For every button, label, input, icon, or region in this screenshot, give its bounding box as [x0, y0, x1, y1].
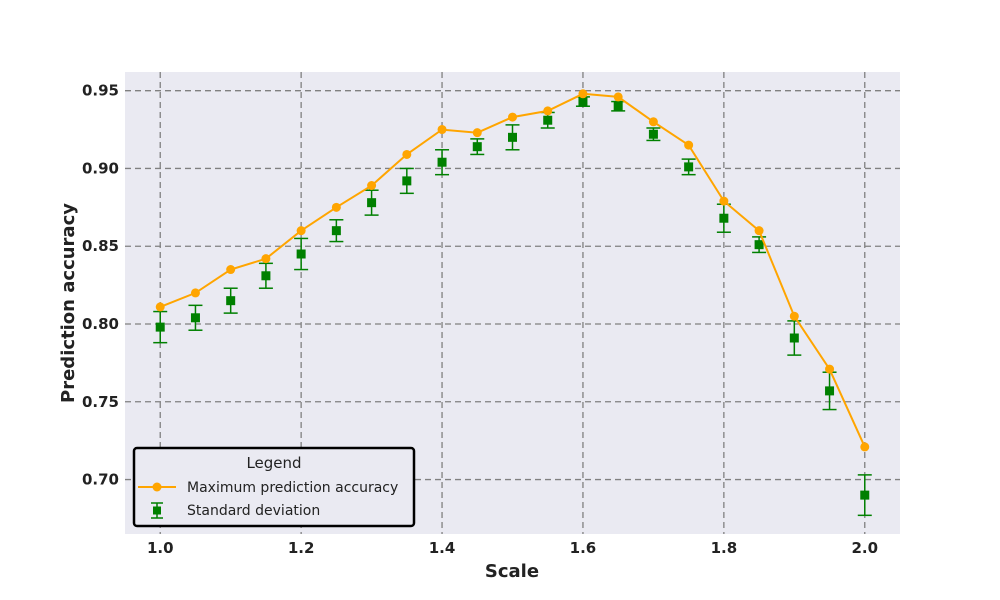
errorbar-marker [331, 226, 341, 236]
accuracy-point [190, 288, 200, 298]
x-tick-label: 1.8 [711, 539, 738, 557]
accuracy-point [261, 254, 271, 264]
errorbar-point [857, 474, 872, 517]
x-tick-label: 1.2 [288, 539, 315, 557]
errorbar-point [787, 320, 802, 356]
errorbar-point [153, 310, 168, 344]
errorbar-point [294, 237, 309, 271]
errorbar-point [505, 124, 520, 151]
errorbar-point [329, 219, 344, 243]
errorbar-marker [648, 129, 658, 139]
errorbar-marker [367, 198, 377, 208]
accuracy-point [648, 117, 658, 127]
errorbar-marker [437, 157, 447, 167]
accuracy-point [860, 442, 870, 452]
errorbar-marker [190, 313, 200, 323]
errorbar-point [399, 167, 414, 195]
line-series [155, 89, 870, 452]
errorbar-marker [825, 386, 835, 396]
errorbar-series [153, 96, 872, 517]
errorbar-point [223, 287, 238, 314]
errorbar-marker [508, 132, 517, 142]
x-tick-labels: 1.0 1.2 1.4 1.6 1.8 2.0 [147, 539, 878, 557]
accuracy-point [402, 149, 412, 159]
errorbar-marker [402, 176, 412, 186]
y-tick-label: 0.90 [82, 159, 119, 177]
errorbar-marker [226, 296, 236, 306]
errorbar-marker [472, 142, 482, 152]
errorbar-marker [860, 490, 870, 500]
x-tick-label: 1.0 [147, 539, 174, 557]
legend-entry-std-dev: Standard deviation [187, 503, 320, 519]
y-tick-label: 0.95 [82, 82, 119, 100]
x-tick-label: 1.6 [570, 539, 597, 557]
y-tick-label: 0.85 [82, 237, 119, 255]
accuracy-point [719, 196, 729, 206]
y-tick-label: 0.75 [82, 393, 119, 411]
legend-circle-marker [152, 482, 162, 492]
errorbar-point [258, 262, 273, 289]
accuracy-point [155, 302, 165, 312]
errorbar-point [752, 236, 767, 254]
accuracy-point [789, 311, 799, 321]
accuracy-point [437, 125, 447, 135]
errorbar-point [611, 100, 626, 112]
legend-box [132, 446, 416, 528]
errorbar-marker [684, 162, 694, 172]
x-tick-label: 1.4 [429, 539, 456, 557]
errorbar-marker [543, 115, 553, 125]
errorbar-marker [754, 240, 764, 250]
errorbar-marker [261, 271, 271, 281]
errorbar-marker [155, 322, 165, 332]
errorbar-marker [578, 97, 588, 107]
errorbar-point [646, 127, 661, 142]
accuracy-point [613, 92, 623, 102]
accuracy-point [754, 226, 764, 236]
x-tick-label: 2.0 [851, 539, 878, 557]
accuracy-point [367, 181, 377, 191]
y-tick-label: 0.80 [82, 315, 119, 333]
errorbar-marker [719, 213, 729, 223]
y-tick-label: 0.70 [82, 471, 119, 489]
accuracy-point [472, 128, 482, 138]
x-axis-label: Scale [485, 561, 539, 582]
legend-square-marker [153, 506, 161, 515]
errorbar-point [188, 304, 203, 331]
accuracy-point [684, 140, 694, 150]
errorbar-point [681, 158, 696, 176]
errorbar-marker [613, 101, 623, 111]
accuracy-point [825, 364, 835, 374]
errorbar-marker [789, 333, 799, 343]
accuracy-point [226, 265, 236, 275]
legend-title: Legend [246, 454, 301, 472]
errorbar-point [435, 149, 450, 176]
y-tick-labels: 0.70 0.75 0.80 0.85 0.90 0.95 [82, 82, 119, 489]
legend-entry-max-accuracy: Maximum prediction accuracy [187, 480, 398, 496]
accuracy-point [578, 89, 588, 99]
accuracy-point [331, 202, 341, 212]
legend: Legend Maximum prediction accuracy Stand… [132, 446, 416, 528]
accuracy-point [508, 112, 517, 122]
errorbar-point [364, 189, 379, 216]
errorbar-point [470, 138, 485, 156]
accuracy-point [543, 106, 553, 116]
errorbar-marker [296, 249, 306, 259]
accuracy-point [296, 226, 306, 236]
y-axis-label: Prediction accuracy [58, 203, 79, 403]
